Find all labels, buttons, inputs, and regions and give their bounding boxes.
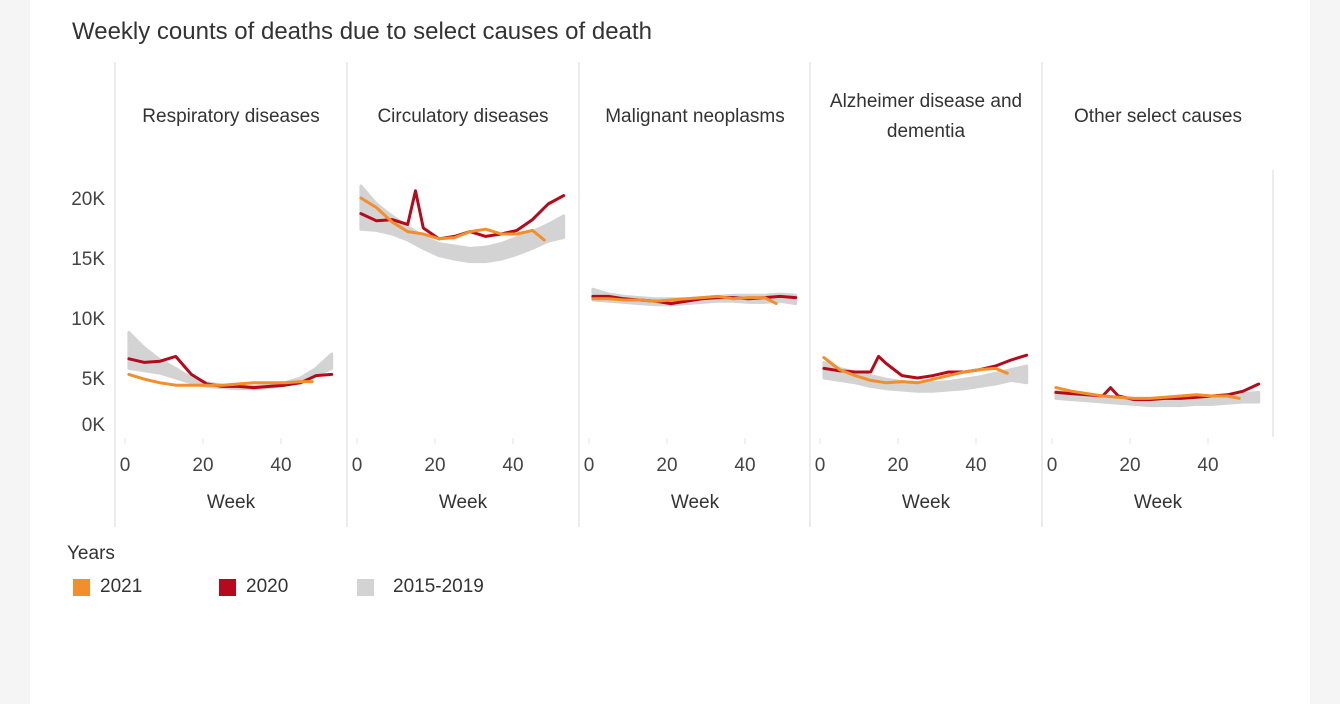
panel-header-malignant: Malignant neoplasms [605,106,785,127]
legend-item-2021[interactable]: 2021 [73,576,142,598]
x-tick-label: 20 [424,455,445,476]
panel-header-alzheimer: Alzheimer disease and dementia [829,91,1023,142]
panel-header-other: Other select causes [1074,106,1242,127]
x-axis-label: Week [1133,492,1183,513]
series-2015-2019-band [359,184,566,264]
legend-label: 2021 [100,576,143,597]
series-2021-line [591,294,778,306]
y-tick-label: 10K [71,309,105,330]
x-axis-label: Week [670,492,720,513]
series-2021-line [1054,386,1241,400]
legend-title: Years [67,543,115,564]
x-tick-label: 20 [656,455,677,476]
x-axis-label: Week [901,492,951,513]
legend-label: 2015-2019 [393,576,484,597]
series-2020-line [822,353,1029,380]
x-tick-label: 20 [1119,455,1140,476]
x-axis-label: Week [206,492,256,513]
y-tick-label: 20K [71,189,105,210]
x-tick-label: 0 [352,455,363,476]
legend-item-2020[interactable]: 2020 [219,576,288,598]
y-tick-label: 5K [82,369,106,390]
series-2021-line [127,372,314,387]
x-tick-label: 40 [1197,455,1218,476]
legend-swatch-2020 [219,578,236,596]
x-tick-label: 0 [120,455,131,476]
x-tick-label: 40 [502,455,523,476]
x-tick-label: 40 [270,455,291,476]
x-tick-label: 40 [965,455,986,476]
series-2021-line [822,356,1009,385]
panel-header-respiratory: Respiratory diseases [142,106,320,127]
legend-swatch-2021 [73,578,90,596]
panel-header-circulatory: Circulatory diseases [377,106,549,127]
x-tick-label: 0 [1047,455,1058,476]
chart-card [30,0,1310,704]
x-tick-label: 40 [734,455,755,476]
x-tick-label: 20 [887,455,908,476]
x-tick-label: 20 [192,455,213,476]
chart-title: Weekly counts of deaths due to select ca… [72,18,652,45]
legend-swatch-2015-2019 [357,578,374,596]
series-2021-line [359,196,546,242]
y-tick-label: 0K [82,415,106,436]
y-tick-label: 15K [71,249,105,270]
legend-item-2015-2019[interactable]: 2015-2019 [357,576,484,598]
x-axis-label: Week [438,492,488,513]
x-tick-label: 0 [584,455,595,476]
x-tick-label: 0 [815,455,826,476]
legend-label: 2020 [246,576,289,597]
